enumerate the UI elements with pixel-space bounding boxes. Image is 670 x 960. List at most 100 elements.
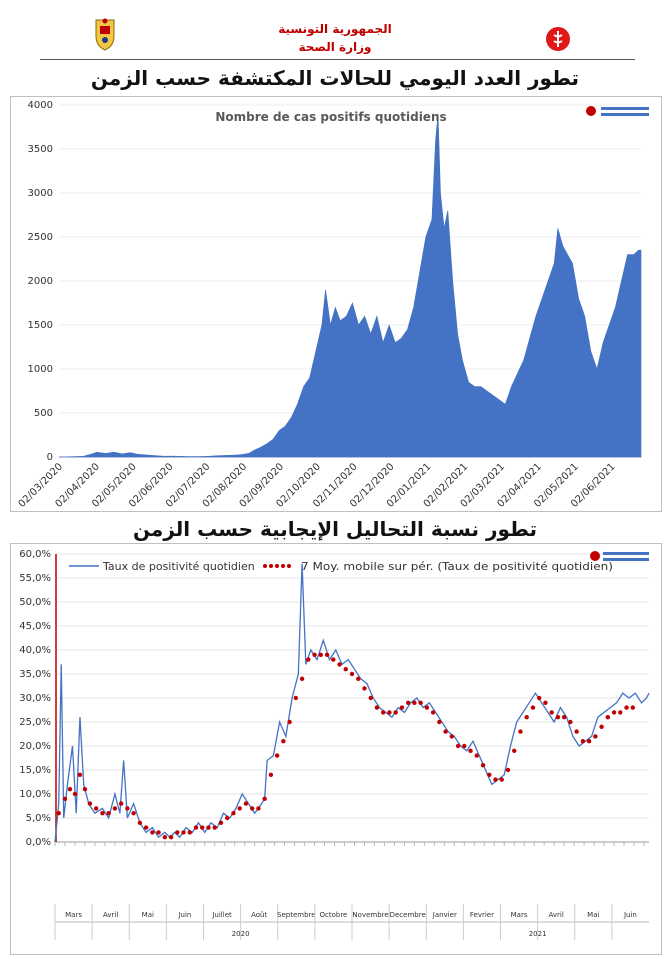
- moving-average-point: [93, 806, 99, 811]
- moving-average-point: [549, 710, 554, 715]
- moving-average-point: [231, 811, 236, 816]
- tunisia-emblem-icon: [95, 18, 115, 51]
- onmne-logo-icon: [590, 551, 600, 561]
- chart1-subtitle: Nombre de cas positifs quotidiens: [215, 110, 446, 124]
- moving-average-point: [168, 835, 174, 840]
- moving-average-point: [449, 734, 455, 739]
- y-tick-label: 4000: [28, 100, 53, 111]
- header-line-1: الجمهورية التونسية: [278, 22, 392, 36]
- legend-label: Taux de positivité quotidien: [102, 560, 255, 573]
- moving-average-point: [193, 825, 199, 830]
- y-tick-label: 10,0%: [19, 789, 51, 800]
- y-tick-label: 50,0%: [19, 597, 51, 608]
- moving-average-point: [162, 835, 168, 840]
- moving-average-point: [487, 772, 492, 777]
- moving-average-point: [56, 811, 61, 816]
- y-tick-label: 3000: [28, 188, 53, 199]
- moving-average-point: [77, 772, 83, 777]
- moving-average-point: [356, 676, 361, 681]
- moving-average-point: [67, 787, 73, 792]
- moving-average-point: [530, 705, 536, 710]
- chart1-title: تطور العدد اليومي للحالات المكتشفة حسب ا…: [90, 66, 580, 90]
- y-tick-label: 500: [34, 408, 53, 419]
- moving-average-point: [568, 719, 573, 725]
- year-label: 2020: [232, 930, 250, 938]
- moving-average-point: [125, 806, 130, 811]
- chart2-title: تطور نسبة التحاليل الإيجابية حسب الزمن: [132, 517, 538, 541]
- month-label: Août: [251, 911, 267, 919]
- moving-average-point: [156, 830, 161, 835]
- moving-average-point: [274, 753, 280, 758]
- moving-average-point: [299, 676, 305, 681]
- legend-dot-swatch: [269, 564, 273, 568]
- legend-label: 7 Moy. mobile sur pér. (Taux de positivi…: [301, 560, 613, 573]
- chart2-panel: 0,0% 5,0% 10,0% 15,0% 20,0% 25,0% 30,0% 35,0% 40…: [10, 543, 662, 955]
- onmne-logo-icon: [603, 558, 649, 561]
- month-label: Decembre: [390, 911, 426, 919]
- legend-dot-swatch: [287, 564, 291, 568]
- month-label: Mai: [587, 911, 599, 919]
- moving-average-point: [462, 743, 467, 749]
- year-label: 2021: [529, 930, 547, 938]
- moving-average-point: [387, 710, 392, 715]
- moving-average-point: [206, 825, 211, 830]
- month-label: Mars: [65, 911, 82, 919]
- daily-cases-chart: 0500100015002000250030003500400002/03/20…: [17, 100, 649, 510]
- moving-average-point: [599, 724, 604, 729]
- moving-average-point: [343, 667, 348, 672]
- moving-average-point: [536, 695, 542, 701]
- y-tick-label: 5,0%: [26, 813, 51, 824]
- moving-average-point: [399, 705, 405, 710]
- month-label: Mars: [511, 911, 528, 919]
- moving-average-point: [318, 652, 324, 657]
- moving-average-point: [499, 777, 504, 782]
- legend-dot-swatch: [281, 564, 285, 568]
- moving-average-point: [112, 806, 118, 811]
- moving-average-point: [100, 811, 105, 816]
- legend-dot-swatch: [263, 564, 267, 568]
- legend-dot-swatch: [275, 564, 279, 568]
- onmne-logo-icon: [601, 113, 649, 116]
- y-tick-label: 45,0%: [19, 621, 51, 632]
- month-label: Juin: [623, 911, 637, 919]
- moving-average-point: [437, 719, 442, 725]
- y-tick-label: 1500: [28, 320, 53, 331]
- moving-average-point: [561, 715, 567, 720]
- moving-average-point: [412, 700, 417, 705]
- y-tick-label: 60,0%: [19, 549, 51, 560]
- moving-average-point: [181, 830, 186, 835]
- moving-average-point: [618, 710, 623, 715]
- onmne-logo-icon: [586, 106, 596, 116]
- month-label: Juin: [177, 911, 191, 919]
- moving-average-point: [468, 748, 473, 753]
- moving-average-point: [225, 815, 230, 821]
- moving-average-point: [337, 662, 342, 667]
- moving-average-point: [150, 830, 155, 835]
- moving-average-point: [455, 743, 461, 749]
- moving-average-point: [143, 825, 149, 830]
- moving-average-point: [443, 729, 448, 734]
- month-label: Avril: [103, 911, 118, 919]
- moving-average-point: [312, 652, 317, 657]
- moving-average-point: [218, 820, 224, 825]
- moving-average-point: [624, 705, 629, 710]
- moving-average-point: [555, 715, 561, 720]
- moving-average-point: [349, 671, 355, 677]
- moving-average-point: [586, 739, 592, 744]
- y-tick-label: 2000: [28, 276, 53, 287]
- y-tick-label: 40,0%: [19, 645, 51, 656]
- month-label: Novembre: [352, 911, 388, 919]
- moving-average-point: [605, 715, 611, 720]
- series-cases-area: [58, 113, 642, 458]
- ministry-logo-icon: [546, 27, 570, 51]
- moving-average-point: [262, 796, 267, 801]
- y-tick-label: 20,0%: [19, 741, 51, 752]
- moving-average-point: [324, 652, 330, 657]
- moving-average-point: [424, 705, 430, 710]
- moving-average-point: [362, 686, 367, 691]
- moving-average-point: [175, 830, 180, 835]
- moving-average-point: [82, 787, 88, 792]
- series-positivity-line: [54, 563, 650, 843]
- moving-average-point: [106, 811, 111, 816]
- onmne-logo-icon: [601, 107, 649, 110]
